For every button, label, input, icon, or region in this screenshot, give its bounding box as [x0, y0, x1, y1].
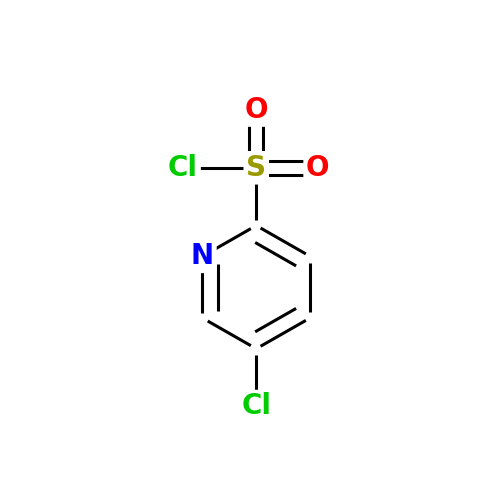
Text: N: N [191, 242, 214, 270]
Text: S: S [246, 154, 266, 182]
Text: Cl: Cl [241, 392, 271, 420]
Text: O: O [244, 96, 268, 124]
Text: O: O [306, 154, 330, 182]
Text: Cl: Cl [168, 154, 198, 182]
